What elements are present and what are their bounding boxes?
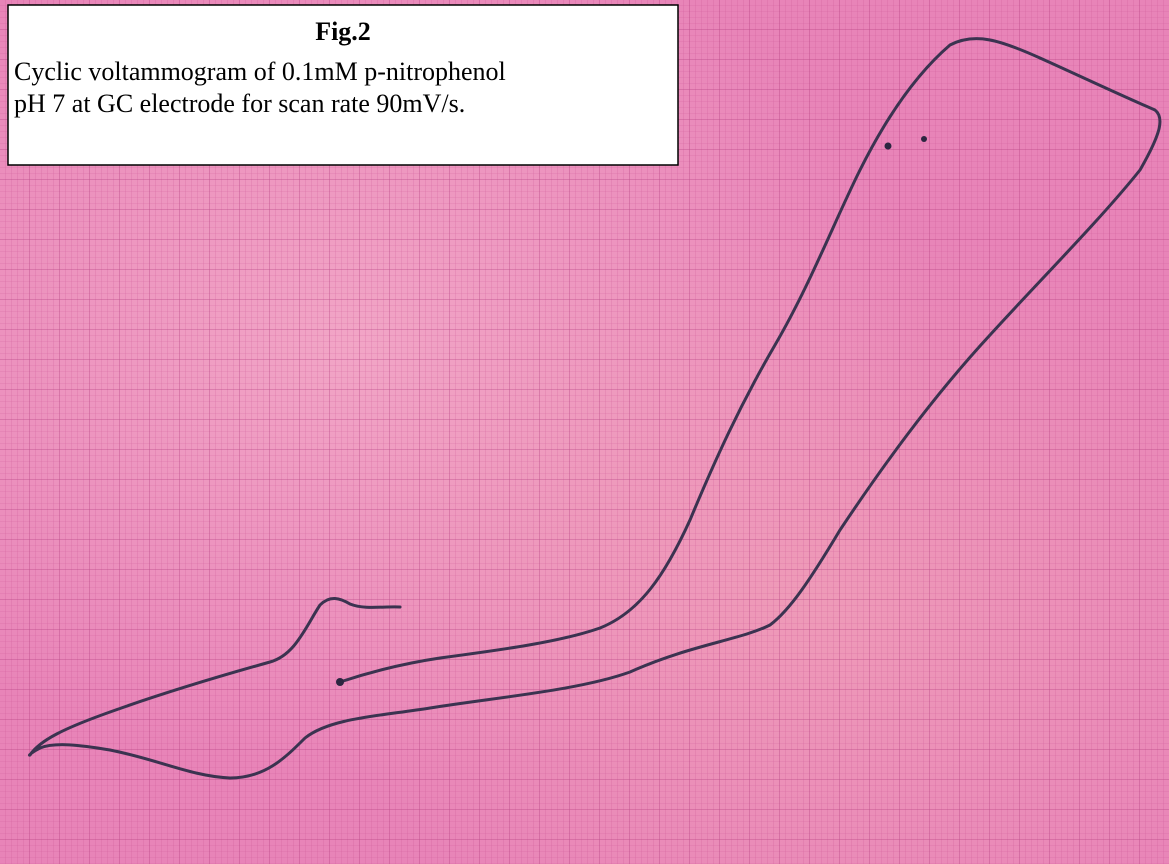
figure-title: Fig.2 — [315, 17, 371, 46]
ink-dot — [885, 143, 892, 150]
caption-line: Cyclic voltammogram of 0.1mM p-nitrophen… — [14, 57, 506, 86]
page: Fig.2 Cyclic voltammogram of 0.1mM p-nit… — [0, 0, 1169, 864]
caption-line: pH 7 at GC electrode for scan rate 90mV/… — [14, 89, 465, 118]
ink-dot — [921, 136, 927, 142]
figure: Fig.2 Cyclic voltammogram of 0.1mM p-nit… — [0, 0, 1169, 864]
ink-dot — [336, 678, 344, 686]
